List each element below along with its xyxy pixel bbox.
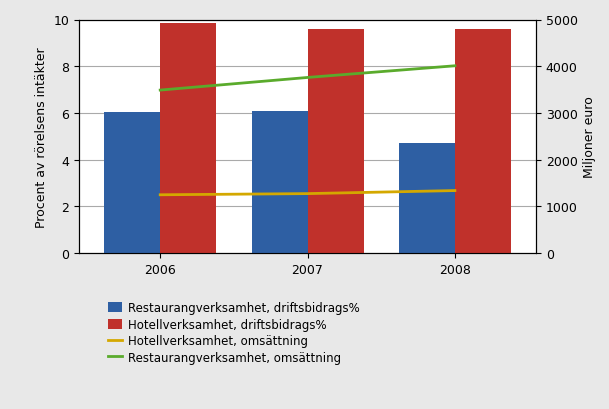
Bar bbox=[455, 30, 511, 254]
Bar bbox=[104, 112, 160, 254]
Bar bbox=[399, 144, 455, 254]
Legend: Restaurangverksamhet, driftsbidrags%, Hotellverksamhet, driftsbidrags%, Hotellve: Restaurangverksamhet, driftsbidrags%, Ho… bbox=[108, 301, 360, 364]
Y-axis label: Procent av rörelsens intäkter: Procent av rörelsens intäkter bbox=[35, 47, 48, 227]
Bar bbox=[308, 30, 364, 254]
Bar bbox=[252, 111, 308, 254]
Y-axis label: Miljoner euro: Miljoner euro bbox=[583, 96, 596, 178]
Bar bbox=[160, 24, 216, 254]
